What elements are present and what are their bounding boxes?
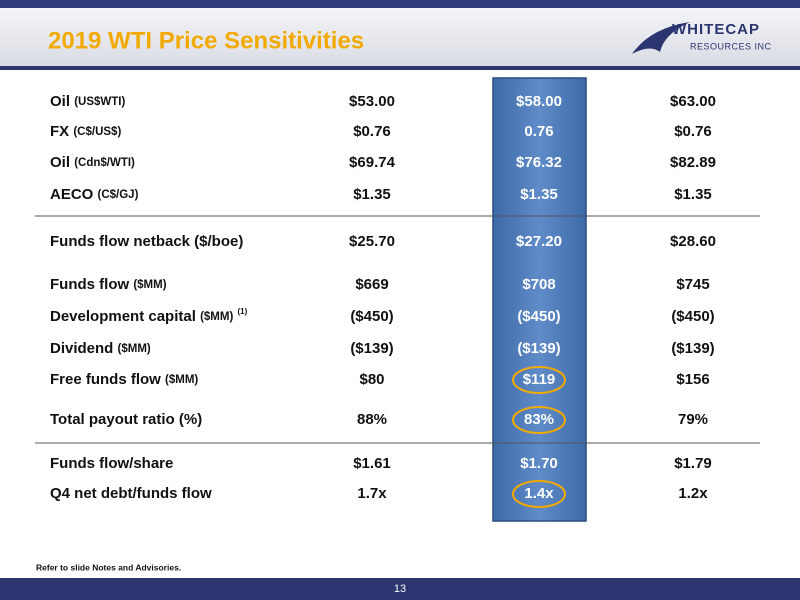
label-unit: (Cdn$/WTI): [74, 157, 135, 169]
label-note: (1): [237, 307, 247, 316]
cell-value: ($450): [517, 308, 560, 325]
cell-value: ($450): [671, 308, 714, 325]
cell-value: 83%: [524, 411, 554, 428]
label-unit: ($MM): [133, 279, 166, 291]
cell-value: ($139): [517, 340, 560, 357]
cell-value: $1.35: [353, 186, 391, 203]
logo-mark: [632, 22, 690, 54]
label-text: Oil: [50, 93, 70, 110]
row-label: Funds flow/share: [50, 455, 173, 472]
cell-value: ($139): [350, 340, 393, 357]
cell-value: $76.32: [516, 154, 562, 171]
slide-title: 2019 WTI Price Sensitivities: [48, 27, 364, 54]
label-text: Free funds flow: [50, 371, 161, 388]
row-label: Funds flow netback ($/boe): [50, 233, 243, 250]
row-label: Funds flow ($MM): [50, 276, 167, 293]
label-text: Funds flow netback ($/boe): [50, 233, 243, 250]
cell-value: $63.00: [670, 93, 716, 110]
cell-value: $1.70: [520, 455, 558, 472]
highlight-circle: [512, 366, 566, 394]
cell-value: $82.89: [670, 154, 716, 171]
cell-value: $1.79: [674, 455, 712, 472]
footer-band: [0, 578, 800, 600]
highlight-circle: [512, 406, 566, 434]
cell-value: $0.76: [674, 123, 712, 140]
row-label: AECO (C$/GJ): [50, 186, 139, 203]
cell-value: $119: [523, 371, 556, 388]
row-label: Development capital ($MM) (1): [50, 307, 248, 325]
label-text: Total payout ratio (%): [50, 411, 202, 428]
cell-value: $28.60: [670, 233, 716, 250]
top-stripe: [0, 0, 800, 8]
cell-value: 0.76: [524, 123, 553, 140]
cell-value: 88%: [357, 411, 387, 428]
cell-value: $58.00: [516, 93, 562, 110]
row-label: Q4 net debt/funds flow: [50, 485, 212, 502]
cell-value: $1.35: [674, 186, 712, 203]
cell-value: ($139): [671, 340, 714, 357]
label-text: Dividend: [50, 340, 113, 357]
cell-value: $745: [676, 276, 709, 293]
row-label: Dividend ($MM): [50, 340, 151, 357]
label-unit: ($MM): [200, 311, 233, 323]
cell-value: $1.35: [520, 186, 558, 203]
cell-value: 1.2x: [678, 485, 708, 502]
row-label: Total payout ratio (%): [50, 411, 202, 428]
header-rule: [0, 66, 800, 70]
cell-value: 1.4x: [524, 485, 554, 502]
label-text: Development capital: [50, 308, 196, 325]
cell-value: ($450): [350, 308, 393, 325]
label-text: Funds flow: [50, 276, 129, 293]
label-unit: ($MM): [165, 374, 198, 386]
row-label: Free funds flow ($MM): [50, 371, 198, 388]
page-number: 13: [394, 583, 406, 595]
label-text: AECO: [50, 186, 94, 203]
row-label: FX (C$/US$): [50, 123, 121, 140]
cell-value: $27.20: [516, 233, 562, 250]
label-unit: (C$/US$): [73, 126, 121, 138]
label-text: Funds flow/share: [50, 455, 173, 472]
cell-value: $156: [676, 371, 709, 388]
cell-value: $25.70: [349, 233, 395, 250]
cell-value: $0.76: [353, 123, 391, 140]
cell-value: $708: [522, 276, 555, 293]
label-unit: (US$WTI): [74, 96, 125, 108]
cell-value: $669: [355, 276, 388, 293]
label-unit: ($MM): [118, 343, 151, 355]
highlight-circle: [512, 480, 566, 508]
label-text: Oil: [50, 154, 70, 171]
row-label: Oil (US$WTI): [50, 93, 125, 110]
logo-name: WHITECAP: [672, 21, 760, 38]
label-text: FX: [50, 123, 69, 140]
label-text: Q4 net debt/funds flow: [50, 485, 212, 502]
cell-value: 79%: [678, 411, 708, 428]
cell-value: $53.00: [349, 93, 395, 110]
cell-value: $80: [359, 371, 384, 388]
label-unit: (C$/GJ): [98, 189, 139, 201]
cell-value: $1.61: [353, 455, 391, 472]
cell-value: 1.7x: [357, 485, 387, 502]
cell-value: $69.74: [349, 154, 396, 171]
logo-tagline: RESOURCES INC: [690, 41, 772, 51]
highlight-column: [492, 77, 587, 522]
table: Oil (US$WTI) $53.00 $58.00 $63.00 FX (C$/US$…: [50, 93, 716, 502]
footnote: Refer to slide Notes and Advisories.: [36, 562, 181, 572]
row-label: Oil (Cdn$/WTI): [50, 154, 135, 171]
